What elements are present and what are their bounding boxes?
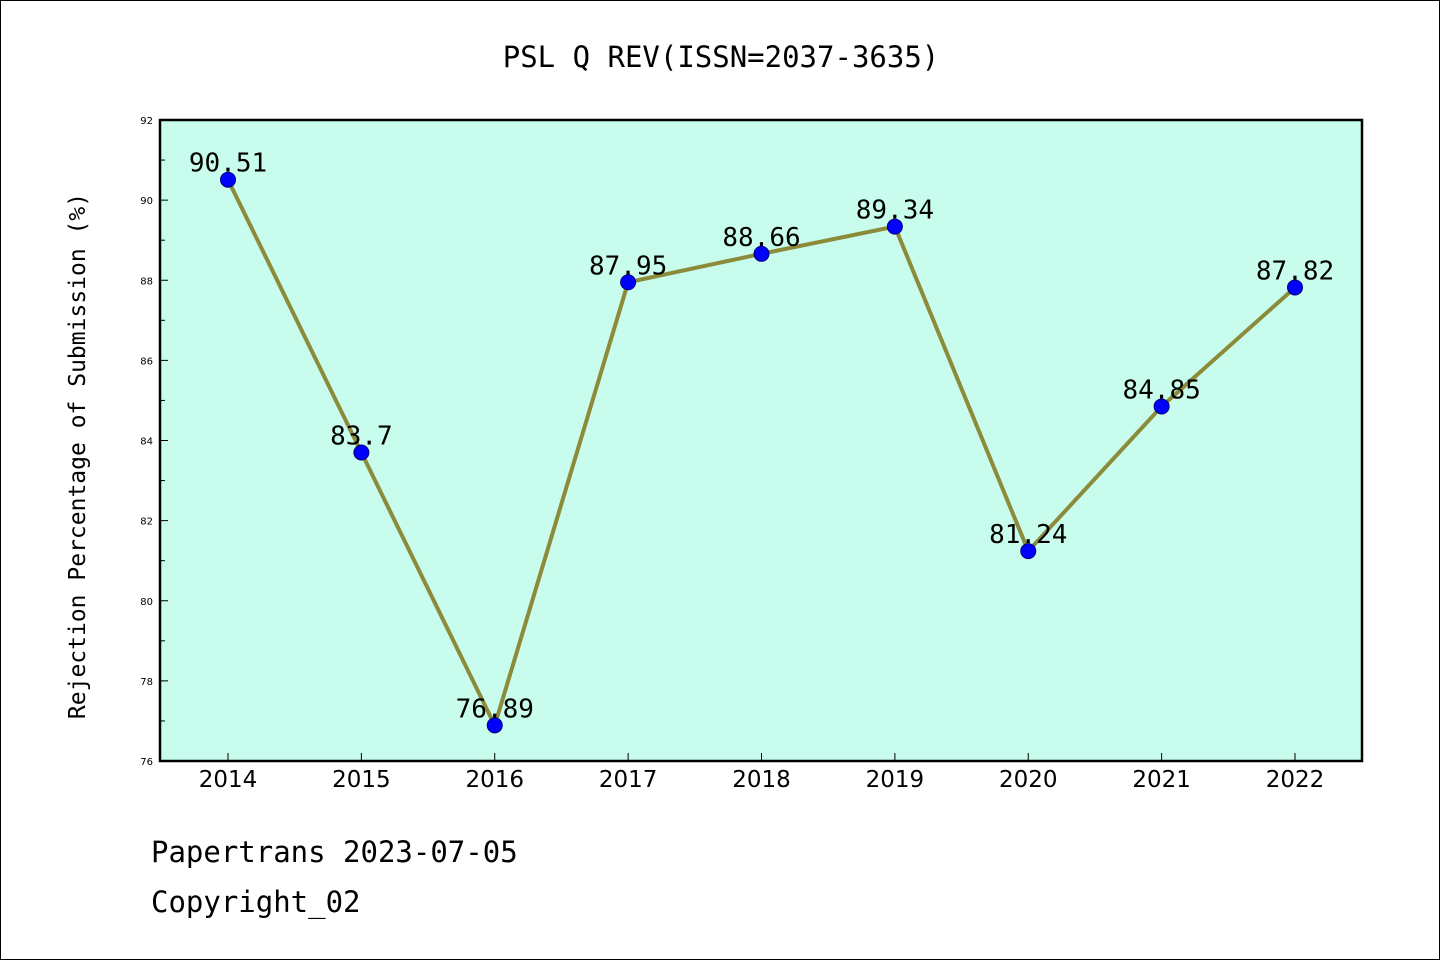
data-point bbox=[753, 245, 770, 262]
data-label: 87.82 bbox=[1256, 256, 1334, 286]
data-label: 89.34 bbox=[856, 196, 934, 226]
y-tick-label: 88 bbox=[140, 276, 153, 287]
x-tick-label: 2018 bbox=[732, 767, 791, 793]
data-point bbox=[1287, 279, 1303, 296]
data-point bbox=[1020, 543, 1037, 560]
y-tick-label: 78 bbox=[140, 677, 153, 688]
plot-area bbox=[158, 118, 1364, 763]
footer-copyright: Copyright_02 bbox=[151, 885, 361, 919]
y-tick-label: 82 bbox=[140, 517, 153, 528]
y-tick-label: 76 bbox=[140, 757, 153, 768]
data-point bbox=[220, 171, 236, 188]
data-point bbox=[886, 218, 903, 235]
data-point bbox=[353, 444, 370, 461]
x-tick-label: 2017 bbox=[599, 767, 658, 793]
y-tick-label: 86 bbox=[140, 356, 153, 367]
data-point bbox=[1153, 398, 1170, 415]
data-point bbox=[620, 274, 637, 291]
y-tick-label: 90 bbox=[140, 196, 153, 207]
y-axis-label: Rejection Percentage of Submission (%) bbox=[65, 193, 91, 719]
data-point bbox=[486, 717, 503, 734]
y-tick-label: 80 bbox=[140, 597, 153, 608]
data-label: 84.85 bbox=[1122, 375, 1200, 405]
data-label: 87.95 bbox=[589, 251, 667, 281]
x-tick-label: 2022 bbox=[1266, 767, 1325, 793]
data-label: 83.7 bbox=[330, 422, 393, 452]
x-tick-label: 2014 bbox=[199, 767, 258, 793]
data-label: 81.24 bbox=[989, 520, 1067, 550]
data-label: 76.89 bbox=[456, 694, 534, 724]
x-tick-label: 2016 bbox=[465, 767, 524, 793]
x-tick-label: 2020 bbox=[999, 767, 1058, 793]
y-tick-label: 84 bbox=[140, 437, 153, 448]
footer-source: Papertrans 2023-07-05 bbox=[151, 835, 518, 869]
series-group: 90.51 83.7 76.89 87.95 88.66 89.34 81.24 84.85 8… bbox=[189, 149, 1334, 734]
x-tick-label: 2019 bbox=[866, 767, 925, 793]
y-axis-ticks: 76 78 80 82 84 86 88 90 92 bbox=[140, 116, 168, 768]
x-axis-ticks: 2014 2015 2016 2017 2018 2019 2020 2021 2022 bbox=[199, 753, 1325, 793]
chart-title: PSL Q REV(ISSN=2037-3635) bbox=[503, 40, 940, 74]
data-label: 90.51 bbox=[189, 149, 267, 179]
x-tick-label: 2015 bbox=[332, 767, 391, 793]
data-label: 88.66 bbox=[722, 223, 800, 253]
y-tick-label: 92 bbox=[140, 116, 153, 127]
x-tick-label: 2021 bbox=[1132, 767, 1191, 793]
